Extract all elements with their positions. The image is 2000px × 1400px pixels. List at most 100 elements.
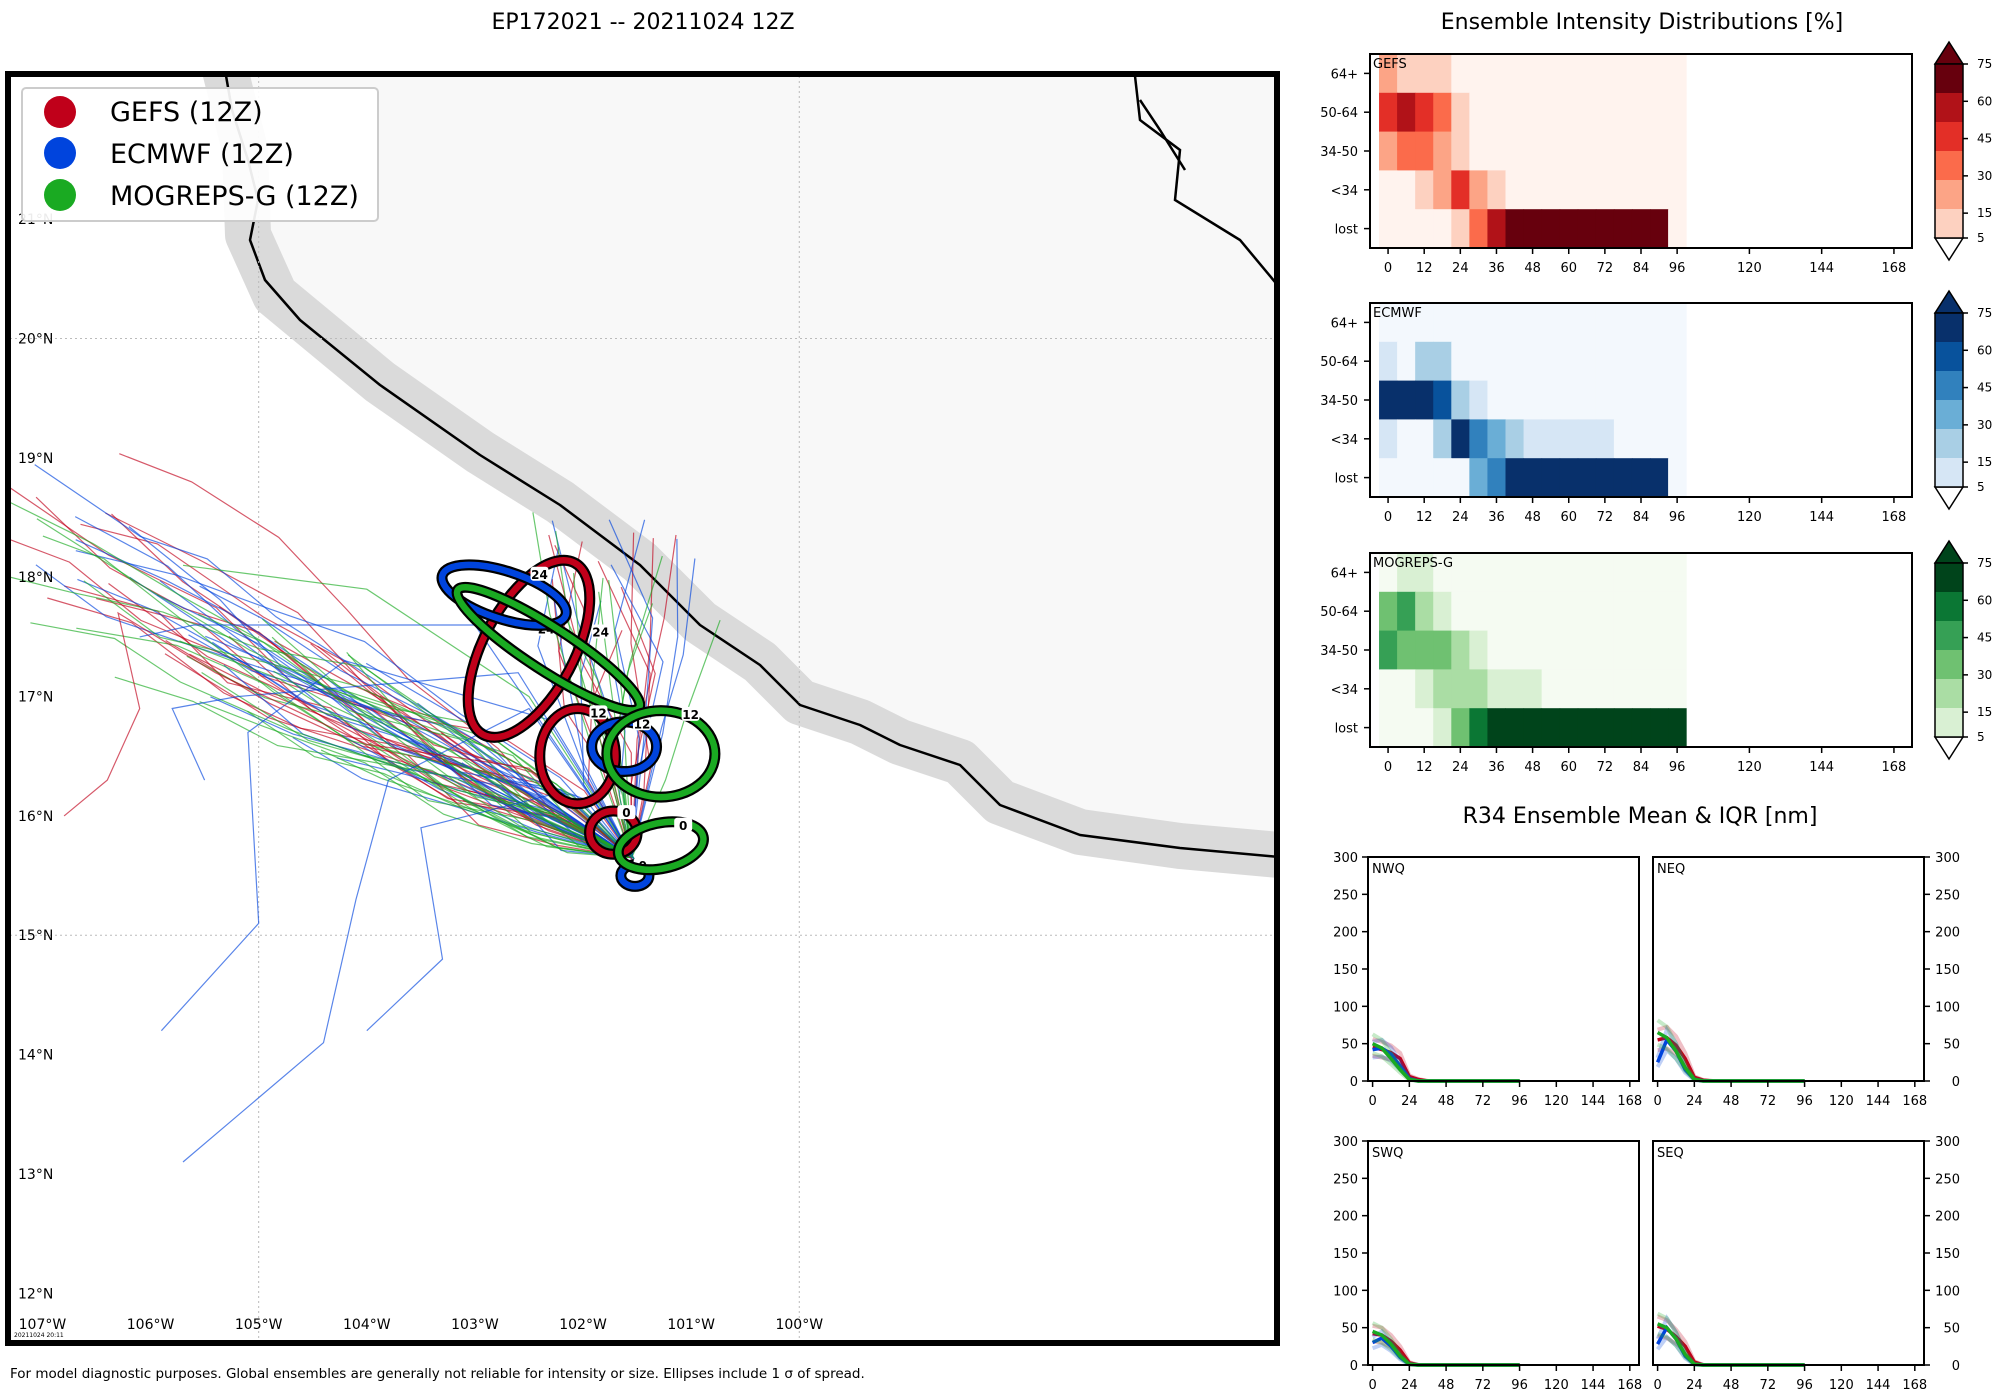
r34-y-label: 100 xyxy=(1333,1284,1358,1299)
r34-y-label: 200 xyxy=(1333,926,1358,941)
r34-x-label: 24 xyxy=(1401,1094,1418,1109)
heatmap-row-label: 34-50 xyxy=(1320,644,1358,659)
heatmap-x-label: 48 xyxy=(1524,760,1541,775)
track-mogreps xyxy=(199,701,632,859)
heatmap-cell xyxy=(1559,380,1579,420)
colorbar-frame xyxy=(1934,63,1964,239)
colorbar-segment xyxy=(1935,621,1963,650)
heatmap-cell xyxy=(1577,419,1597,459)
heatmap-cell xyxy=(1487,553,1506,593)
heatmap-cell xyxy=(1451,669,1470,709)
heatmap-cell xyxy=(1415,380,1434,420)
heatmap-cell xyxy=(1559,553,1579,593)
heatmap-cell xyxy=(1379,591,1398,632)
heatmap-cell xyxy=(1379,708,1398,748)
r34-x-label: 72 xyxy=(1760,1378,1777,1393)
heatmap-x-label: 24 xyxy=(1452,261,1469,276)
heatmap-cell xyxy=(1505,54,1525,94)
heatmap-cell xyxy=(1397,553,1416,593)
heatmap-x-label: 120 xyxy=(1737,760,1762,775)
track-mogreps xyxy=(10,501,633,859)
heatmap-cell xyxy=(1668,630,1687,670)
heatmap-cell xyxy=(1379,92,1398,133)
heatmap-cell xyxy=(1541,209,1561,249)
lon-label: 107°W xyxy=(19,1317,67,1333)
heatmap-cell xyxy=(1415,92,1434,133)
r34-x-label: 0 xyxy=(1368,1094,1376,1109)
colorbar-label: 30 xyxy=(1977,418,1992,432)
r34-x-label: 120 xyxy=(1829,1378,1854,1393)
r34-x-label: 168 xyxy=(1617,1378,1642,1393)
r34-panel-swq: SWQ 0 24 48 72 96 120 144 168 0 50 100 150 200 250 300 xyxy=(1333,1135,1642,1393)
colorbar-label: 15 xyxy=(1977,705,1992,719)
heatmap-cell xyxy=(1559,591,1579,632)
heatmap-cell xyxy=(1650,553,1669,593)
colorbar-min-arrow xyxy=(1933,486,1965,511)
heatmap-cell xyxy=(1650,131,1669,171)
r34-x-label: 168 xyxy=(1617,1094,1642,1109)
heatmap-cell xyxy=(1397,92,1416,133)
heatmap-cell xyxy=(1487,54,1506,94)
heatmap-x-label: 36 xyxy=(1488,261,1505,276)
r34-panel-label: SWQ xyxy=(1372,1146,1403,1161)
gulf-coast xyxy=(1138,99,1187,171)
heatmap-cell xyxy=(1487,591,1506,632)
heatmap-x-label: 24 xyxy=(1452,760,1469,775)
heatmap-cell xyxy=(1650,630,1669,670)
heatmap-x-label: 24 xyxy=(1452,510,1469,525)
r34-y-label: 250 xyxy=(1333,1172,1358,1187)
heatmap-row-label: 50-64 xyxy=(1320,605,1358,620)
r34-y-label: 250 xyxy=(1333,888,1358,903)
ellipse-hour-label: 0 xyxy=(679,819,687,833)
heatmap-cell xyxy=(1559,669,1579,709)
lon-label: 100°W xyxy=(775,1317,823,1333)
r34-background xyxy=(1368,857,1639,1081)
heatmap-cell xyxy=(1433,170,1452,210)
heatmap-cell xyxy=(1487,708,1506,748)
heatmap-cell xyxy=(1541,458,1561,498)
heatmap-cell xyxy=(1469,591,1488,632)
heatmap-cell xyxy=(1577,669,1597,709)
heatmap-cell xyxy=(1379,131,1398,171)
heatmap-cell xyxy=(1469,380,1488,420)
heatmap-cell xyxy=(1379,209,1398,249)
track-ecmwf xyxy=(139,624,638,864)
heatmap-row-label: 34-50 xyxy=(1320,145,1358,160)
lon-label: 101°W xyxy=(667,1317,715,1333)
heatmap-panel-label: MOGREPS-G xyxy=(1373,556,1453,571)
map-frame xyxy=(5,71,1280,1346)
track-ecmwf xyxy=(365,662,633,859)
heatmap-x-label: 96 xyxy=(1669,510,1686,525)
heatmap-cell xyxy=(1577,209,1597,249)
heatmap-cell xyxy=(1469,553,1488,593)
colorbar-segment xyxy=(1935,400,1963,429)
r34-x-label: 48 xyxy=(1723,1378,1740,1393)
heatmap-cell xyxy=(1668,170,1687,210)
heatmap-cell xyxy=(1379,303,1398,343)
heatmap-cell xyxy=(1559,131,1579,171)
heatmap-mogreps-g: MOGREPS-G 64+ 50-64 34-50 <34 lost 0 12 24 36 48 60… xyxy=(1320,539,1992,775)
r34-panel-seq: SEQ 0 24 48 72 96 120 144 168 0 50 100 150 200 250 300 xyxy=(1652,1135,1960,1393)
map-legend: GEFS (12Z) ECMWF (12Z) MOGREPS-G (12Z) xyxy=(21,87,379,222)
heatmap-x-label: 84 xyxy=(1633,760,1650,775)
heatmap-cell xyxy=(1613,591,1633,632)
r34-y-label: 0 xyxy=(1952,1359,1960,1374)
r34-y-label: 300 xyxy=(1333,1135,1358,1150)
r34-y-label: 100 xyxy=(1935,1000,1960,1015)
heatmap-cell xyxy=(1415,170,1434,210)
heatmap-cell xyxy=(1613,303,1633,343)
heatmap-cell xyxy=(1415,303,1434,343)
r34-x-label: 0 xyxy=(1653,1378,1661,1393)
r34-panel-label: NWQ xyxy=(1372,862,1405,877)
heatmap-row-label: 64+ xyxy=(1331,316,1358,331)
heatmap-cell xyxy=(1631,380,1651,420)
heatmap-cell xyxy=(1487,458,1506,498)
heatmap-row-label: 64+ xyxy=(1331,566,1358,581)
heatmap-x-label: 120 xyxy=(1737,261,1762,276)
heatmap-cell xyxy=(1397,303,1416,343)
heatmap-cell xyxy=(1433,458,1452,498)
heatmap-cell xyxy=(1433,54,1452,94)
colorbar-segment xyxy=(1935,151,1963,180)
track-ecmwf xyxy=(292,736,632,859)
